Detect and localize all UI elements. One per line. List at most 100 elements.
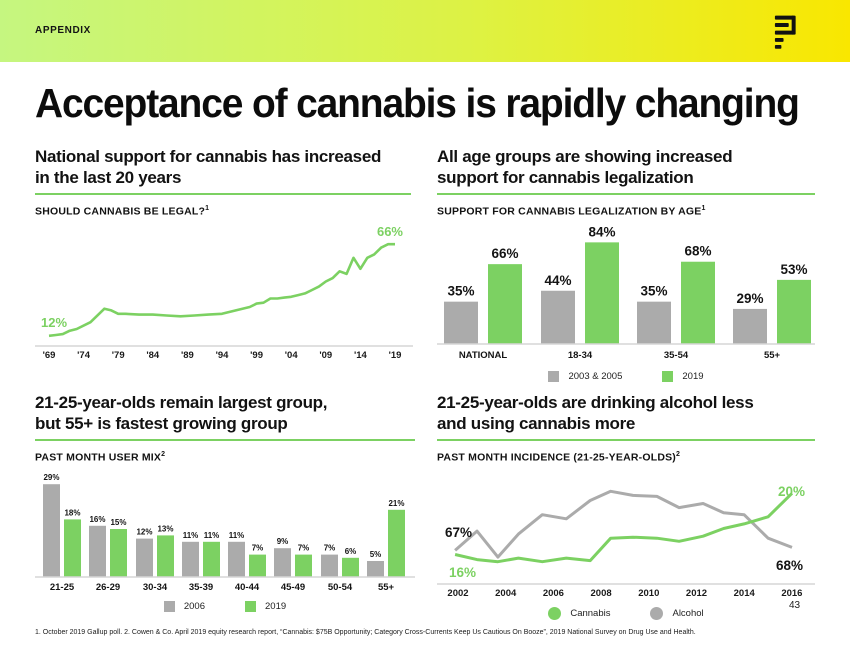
kicker-footnote-ref: 1 (701, 205, 706, 212)
bar-2019-NATIONAL (488, 263, 522, 344)
heading-line: but 55+ is fastest growing group (35, 414, 288, 433)
section-support-by-age: All age groups are showing increased sup… (437, 146, 815, 382)
legend-swatch-green (662, 370, 674, 382)
kicker-footnote-ref: 1 (205, 205, 210, 212)
chart-label: 2002 (447, 588, 468, 599)
age-bar-chart: 35% 66% NATIONAL 44% 84% 18-34 35% 68% 35-54 29% 5… (437, 219, 815, 368)
section-user-mix: 21-25-year-olds remain largest group, bu… (35, 392, 415, 612)
bar-2019-55+ (388, 509, 405, 577)
heading-line: 21-25-year-olds are drinking alcohol les… (437, 393, 754, 412)
chart-label: 12% (136, 527, 152, 536)
chart-label: 9% (277, 537, 289, 546)
bar-2019-55+ (777, 279, 811, 344)
chart-label: 29% (43, 473, 59, 482)
bar-2003 & 2005-18-34 (541, 290, 575, 344)
chart-label: 53% (780, 261, 807, 276)
chart-label: 35-39 (189, 582, 213, 593)
age-bars-svg: 35% 66% NATIONAL 44% 84% 18-34 35% 68% 35-54 29% 5… (437, 224, 815, 361)
chart-label: NATIONAL (459, 350, 508, 361)
bar-2006-35-39 (182, 541, 199, 577)
chart-label: 45-49 (281, 582, 305, 593)
chart-label: '19 (389, 350, 402, 361)
chart-label: 18% (64, 508, 80, 517)
chart-label: 68% (684, 243, 711, 258)
bar-2019-26-29 (110, 528, 127, 577)
chart-label: 16% (449, 565, 476, 580)
chart-label: 35% (640, 283, 667, 298)
kicker-text: PAST MONTH INCIDENCE (21-25-YEAR-OLDS) (437, 451, 677, 464)
chart-label: 6% (345, 546, 357, 555)
bar-2006-50-54 (321, 554, 338, 577)
chart-label: 21% (388, 498, 404, 507)
chart-label: 84% (588, 224, 615, 239)
cannabis-line (454, 491, 794, 563)
green-rule (437, 439, 815, 441)
bar-2006-40-44 (228, 541, 245, 577)
chart-kicker: SUPPORT FOR CANNABIS LEGALIZATION BY AGE… (437, 203, 815, 218)
chart-label: 20% (778, 484, 805, 499)
chart-label: 2010 (638, 588, 659, 599)
green-rule (35, 439, 415, 441)
bar-2019-45-49 (295, 554, 312, 577)
bar-2006-30-34 (136, 538, 153, 577)
legend-swatch-green (245, 600, 256, 612)
bar-2019-18-34 (585, 241, 619, 344)
legend-swatch-gray (163, 600, 175, 612)
section-heading: All age groups are showing increased sup… (437, 146, 815, 188)
chart-label: 50-54 (328, 582, 353, 593)
incidence-lines-svg: 2002 2004 2006 2008 2010 2012 2014 2016 67% 16% 20… (437, 484, 815, 599)
bar-2006-21-25 (43, 483, 60, 577)
legend-label-2019: 2019 (265, 600, 287, 612)
chart-label: 11% (204, 530, 220, 539)
section-heading: National support for cannabis has increa… (35, 146, 411, 188)
page-title: Acceptance of cannabis is rapidly changi… (35, 80, 800, 126)
bar-2006-45-49 (274, 547, 291, 577)
chart-label: 16% (89, 514, 105, 523)
chart-label: '04 (285, 350, 299, 361)
chart-label: 2006 (543, 588, 564, 599)
chart-label: 11% (229, 530, 245, 539)
bar-2019-40-44 (249, 554, 266, 577)
bar-2006-26-29 (89, 525, 106, 577)
chart-kicker: PAST MONTH USER MIX2 (35, 449, 415, 464)
chart-label: 5% (370, 550, 382, 559)
bar-2019-50-54 (342, 557, 359, 577)
chart-label: 35% (447, 283, 474, 298)
bar-2019-21-25 (64, 518, 81, 577)
footnote: 1. October 2019 Gallup poll. 2. Cowen & … (35, 629, 696, 636)
usermix-chart-legend: 2006 2019 (35, 600, 415, 612)
incidence-line-chart: 2002 2004 2006 2008 2010 2012 2014 2016 67% 16% 20… (437, 465, 815, 604)
chart-label: 26-29 (96, 582, 120, 593)
chart-label: '69 (43, 350, 56, 361)
chart-label: '99 (250, 350, 263, 361)
chart-label: 2004 (495, 588, 517, 599)
chart-kicker: SHOULD CANNABIS BE LEGAL?1 (35, 203, 411, 218)
chart-label: 2016 (781, 588, 802, 599)
chart-label: 44% (544, 272, 571, 287)
legend-label-cannabis: Cannabis (570, 607, 611, 619)
chart-label: 15% (110, 518, 126, 527)
bar-2006-55+ (367, 560, 384, 577)
chart-label: '09 (319, 350, 332, 361)
heading-line: and using cannabis more (437, 414, 636, 433)
bar-2019-35-39 (203, 541, 220, 577)
kicker-footnote-ref: 2 (161, 451, 166, 458)
age-chart-legend: 2003 & 2005 2019 (437, 370, 815, 382)
chart-label: '79 (112, 350, 125, 361)
usermix-bars-svg: 29% 18% 21-25 16% 15% 26-29 12% 13% 30-34 11% 11% 3… (35, 473, 415, 593)
section-incidence: 21-25-year-olds are drinking alcohol les… (437, 392, 815, 620)
chart-label: 29% (736, 290, 763, 305)
eyebrow-label: APPENDIX (35, 25, 91, 36)
chart-label: 2008 (591, 588, 612, 599)
chart-label: '84 (146, 350, 160, 361)
alcohol-line (454, 489, 793, 559)
chart-label: 55+ (764, 350, 781, 361)
legend-label-alcohol: Alcohol (672, 607, 704, 619)
chart-label: 7% (252, 543, 264, 552)
chart-label: 13% (157, 524, 173, 533)
chart-label: 55+ (378, 582, 395, 593)
chart-label: 30-34 (143, 582, 168, 593)
chart-label: 35-54 (664, 350, 689, 361)
chart-label: 7% (298, 543, 310, 552)
legend-dot-cannabis (548, 606, 562, 620)
